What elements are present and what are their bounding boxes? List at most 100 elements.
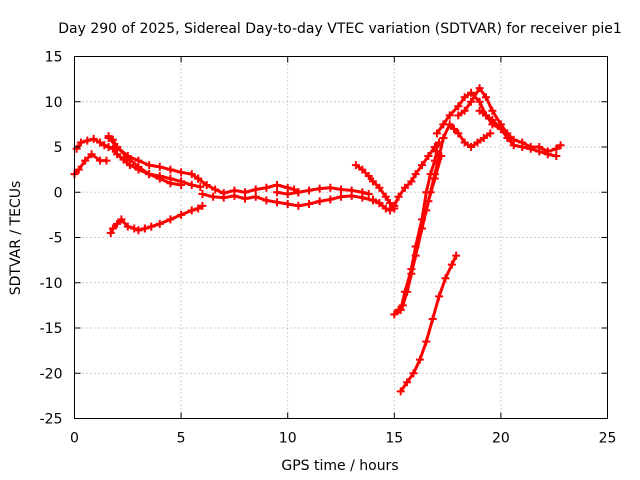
chart-title: Day 290 of 2025, Sidereal Day-to-day VTE… bbox=[58, 21, 622, 37]
series-line bbox=[399, 254, 458, 393]
data-point bbox=[475, 84, 484, 93]
data-point bbox=[102, 156, 111, 165]
data-point bbox=[496, 124, 505, 133]
data-point bbox=[364, 171, 373, 180]
data-point bbox=[177, 181, 186, 190]
y-tick-label: -5 bbox=[49, 231, 63, 247]
data-point bbox=[535, 147, 544, 156]
data-point bbox=[87, 150, 96, 159]
data-point bbox=[177, 168, 186, 177]
data-point bbox=[488, 106, 497, 115]
series-line bbox=[435, 91, 503, 135]
data-point bbox=[435, 152, 444, 161]
data-point bbox=[411, 251, 420, 260]
x-tick-label: 5 bbox=[177, 431, 186, 447]
data-point bbox=[198, 201, 207, 210]
data-point bbox=[409, 369, 418, 378]
data-point bbox=[100, 141, 109, 150]
data-point bbox=[407, 177, 416, 186]
data-point bbox=[283, 190, 292, 199]
axis-ticks: 0 5 10 15 20 25 -25 -20 -15 -10 -5 0 5 10 15 bbox=[40, 50, 617, 447]
data-point bbox=[415, 355, 424, 364]
data-point bbox=[83, 136, 92, 145]
data-point bbox=[479, 133, 488, 142]
grid bbox=[74, 56, 608, 419]
series-track-16 bbox=[396, 251, 461, 396]
data-point bbox=[447, 260, 456, 269]
data-point bbox=[202, 181, 211, 190]
data-point bbox=[113, 219, 122, 228]
data-point bbox=[390, 310, 399, 319]
series-track-3 bbox=[106, 215, 149, 237]
data-point bbox=[155, 219, 164, 228]
series-track-11 bbox=[351, 161, 399, 213]
data-point bbox=[481, 93, 490, 102]
data-point bbox=[358, 188, 367, 197]
data-point bbox=[390, 201, 399, 210]
data-point bbox=[72, 144, 81, 153]
data-point bbox=[449, 124, 458, 133]
series-track-1 bbox=[70, 150, 111, 179]
data-point bbox=[166, 179, 175, 188]
data-point bbox=[407, 269, 416, 278]
data-point bbox=[251, 192, 260, 201]
data-point bbox=[315, 184, 324, 193]
data-point bbox=[428, 314, 437, 323]
data-point bbox=[326, 183, 335, 192]
data-point bbox=[454, 102, 463, 111]
data-point bbox=[418, 224, 427, 233]
data-point bbox=[364, 190, 373, 199]
data-point bbox=[337, 185, 345, 194]
series-line bbox=[196, 177, 300, 195]
data-point bbox=[503, 133, 512, 142]
y-tick-label: -10 bbox=[40, 276, 63, 292]
data-point bbox=[430, 143, 439, 151]
data-point bbox=[488, 115, 497, 124]
data-point bbox=[543, 150, 552, 159]
data-point bbox=[96, 138, 105, 147]
data-point bbox=[424, 152, 433, 161]
series-layer bbox=[70, 84, 565, 396]
data-point bbox=[166, 215, 175, 224]
data-point bbox=[475, 106, 484, 115]
data-point bbox=[509, 141, 518, 150]
data-point bbox=[76, 138, 85, 147]
data-point bbox=[394, 192, 403, 201]
data-point bbox=[394, 305, 403, 314]
x-tick-label: 0 bbox=[70, 431, 79, 447]
data-point bbox=[230, 191, 239, 200]
data-point bbox=[187, 170, 196, 179]
plot-frame bbox=[74, 56, 608, 419]
data-point bbox=[452, 251, 461, 260]
data-point bbox=[418, 161, 427, 170]
data-point bbox=[386, 206, 395, 215]
series-line bbox=[275, 186, 371, 196]
data-point bbox=[113, 143, 122, 151]
y-tick-label: 10 bbox=[45, 95, 63, 111]
data-point bbox=[194, 174, 203, 183]
series-track-15 bbox=[422, 120, 495, 215]
data-point bbox=[187, 206, 196, 215]
data-point bbox=[368, 195, 377, 204]
data-point bbox=[219, 193, 228, 202]
data-point bbox=[454, 111, 463, 120]
data-point bbox=[262, 183, 271, 192]
data-point bbox=[481, 111, 490, 120]
data-point bbox=[347, 186, 356, 195]
data-point bbox=[422, 337, 431, 346]
x-tick-label: 10 bbox=[279, 431, 297, 447]
data-point bbox=[155, 174, 164, 183]
data-point bbox=[441, 274, 450, 283]
data-point bbox=[326, 195, 335, 204]
data-point bbox=[381, 204, 390, 213]
data-point bbox=[145, 161, 154, 170]
data-point bbox=[556, 141, 565, 150]
data-point bbox=[552, 152, 561, 161]
series-track-2 bbox=[72, 134, 113, 153]
data-point bbox=[396, 387, 405, 396]
series-line bbox=[143, 204, 204, 230]
data-point bbox=[273, 188, 282, 197]
data-point bbox=[140, 224, 149, 233]
data-point bbox=[294, 201, 303, 210]
